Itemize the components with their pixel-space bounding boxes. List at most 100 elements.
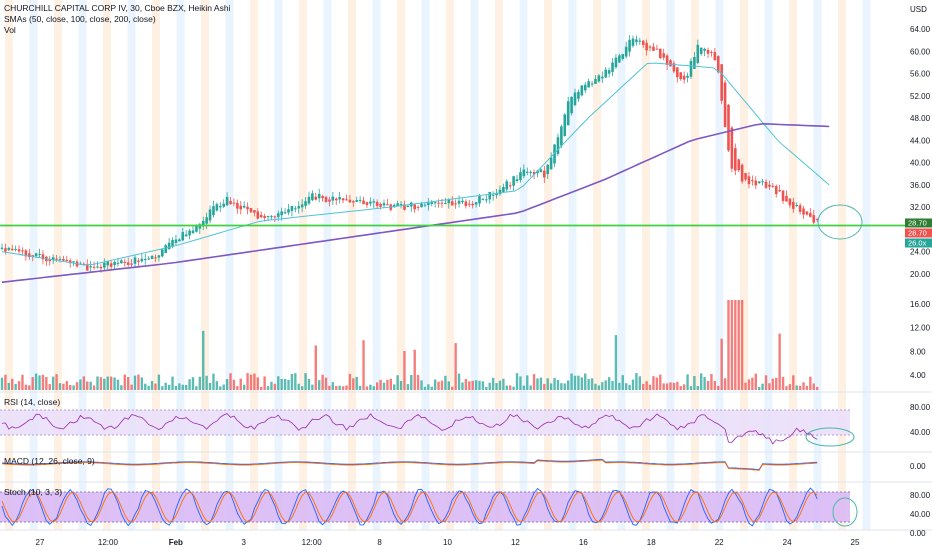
candle-body xyxy=(345,199,348,201)
volume-bar xyxy=(659,374,662,390)
candle-body xyxy=(92,266,96,268)
candle-body xyxy=(280,211,283,216)
candle-body xyxy=(474,202,478,205)
candle-body xyxy=(334,198,338,201)
volume-bar xyxy=(727,300,730,390)
candle-body xyxy=(195,225,198,232)
session-stripe xyxy=(250,0,258,530)
volume-bar xyxy=(28,385,31,390)
candle-body xyxy=(198,224,202,229)
candle-body xyxy=(184,234,188,237)
volume-bar xyxy=(406,384,410,390)
volume-bar xyxy=(7,382,11,390)
candle-body xyxy=(437,202,440,204)
volume-bar xyxy=(403,350,406,390)
candle-body xyxy=(188,230,191,236)
session-stripe xyxy=(764,0,773,530)
volume-bar xyxy=(761,383,764,390)
candle-body xyxy=(573,92,577,106)
candle-body xyxy=(126,262,130,265)
candle-body xyxy=(48,258,52,262)
sma200-line xyxy=(1,122,830,283)
volume-bar xyxy=(703,376,706,390)
volume-bar xyxy=(157,374,161,390)
time-label: 22 xyxy=(715,538,724,547)
candle-body xyxy=(710,51,713,53)
candle-body xyxy=(307,196,311,204)
candle-body xyxy=(679,72,683,80)
stoch-annotation xyxy=(832,497,858,527)
time-label: 25 xyxy=(851,538,860,547)
volume-bar xyxy=(614,335,618,390)
session-stripe xyxy=(813,0,822,530)
volume-bar xyxy=(369,384,372,390)
volume-bar xyxy=(638,376,642,390)
time-label: 16 xyxy=(579,538,588,547)
candle-body xyxy=(757,181,761,183)
volume-bar xyxy=(488,382,491,390)
candle-body xyxy=(536,170,539,174)
volume-bar xyxy=(621,375,624,390)
volume-bar xyxy=(631,379,635,390)
volume-bar xyxy=(515,373,519,390)
candle-body xyxy=(82,263,86,265)
volume-bar xyxy=(566,380,570,390)
time-label: 10 xyxy=(443,538,452,547)
volume-bar xyxy=(669,382,672,390)
candle-body xyxy=(423,204,427,206)
volume-bar xyxy=(757,387,761,390)
volume-bar xyxy=(365,386,369,390)
volume-bar xyxy=(672,382,676,390)
candle-body xyxy=(246,206,249,210)
candle-body xyxy=(328,199,331,202)
volume-bar xyxy=(553,377,556,390)
volume-bars xyxy=(0,300,819,390)
session-stripe xyxy=(642,0,650,530)
price-tick: 56.00 xyxy=(910,70,931,79)
session-stripe xyxy=(862,0,871,530)
volume-bar xyxy=(682,384,686,390)
volume-bar xyxy=(399,380,403,390)
volume-bar xyxy=(113,377,116,390)
volume-bar xyxy=(318,380,321,390)
candle-body xyxy=(65,259,69,262)
candle-body xyxy=(85,264,89,271)
candle-body xyxy=(600,76,604,79)
volume-bar xyxy=(679,386,682,390)
candle-body xyxy=(740,164,744,182)
candle-body xyxy=(58,258,62,260)
candle-body xyxy=(798,205,802,212)
candle-body xyxy=(467,203,471,205)
candle-body xyxy=(454,203,457,205)
sma50-line xyxy=(1,62,830,266)
candle-body xyxy=(348,199,352,203)
volume-bar xyxy=(764,375,768,390)
price-tick: 60.00 xyxy=(910,47,931,56)
candle-body xyxy=(652,46,655,51)
volume-bar xyxy=(519,376,522,390)
candle-body xyxy=(461,200,464,203)
price-tick: 44.00 xyxy=(910,136,931,145)
volume-bar xyxy=(300,386,304,390)
candle-body xyxy=(416,206,420,208)
candle-body xyxy=(570,96,573,114)
candle-body xyxy=(590,83,594,85)
candle-body xyxy=(440,202,444,204)
candle-body xyxy=(566,101,570,126)
candle-body xyxy=(502,187,505,192)
volume-bar xyxy=(546,378,549,390)
candle-body xyxy=(641,40,645,45)
candle-body xyxy=(706,49,710,54)
candle-body xyxy=(519,172,522,181)
candle-body xyxy=(239,205,243,210)
candle-body xyxy=(215,204,219,211)
volume-bar xyxy=(137,374,140,390)
volume-bar xyxy=(69,384,72,390)
volume-bar xyxy=(556,379,560,390)
volume-bar xyxy=(283,378,287,390)
volume-bar xyxy=(594,383,597,390)
candle-body xyxy=(713,52,717,61)
candle-body xyxy=(587,81,590,88)
candle-body xyxy=(676,67,679,78)
